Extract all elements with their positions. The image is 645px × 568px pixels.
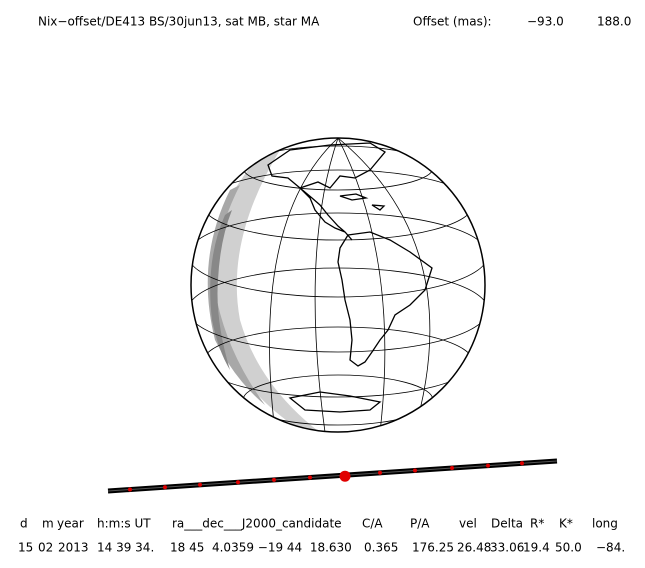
occultation-track <box>107 458 558 494</box>
column-header: ra___dec___J2000_candidate <box>172 517 342 531</box>
column-header: C/A <box>362 517 383 531</box>
offset-label: Offset (mas): <box>413 15 492 29</box>
table-cell: 14 39 34. <box>97 541 154 555</box>
column-header: m <box>42 517 54 531</box>
column-header: Delta <box>491 517 523 531</box>
globe <box>190 137 486 433</box>
offset-y: 188.0 <box>597 15 631 29</box>
column-header: vel <box>459 517 477 531</box>
table-cell: 02 <box>38 541 53 555</box>
column-header: long <box>592 517 618 531</box>
table-cell: 0.365 <box>364 541 398 555</box>
table-cell: 18 45 4.0359 −19 44 18.630 <box>170 541 352 555</box>
table-cell: 19.4 <box>523 541 550 555</box>
column-header: d <box>20 517 28 531</box>
result-table: d m year h:m:s UT ra___dec___J2000_candi… <box>18 517 625 555</box>
table-cell: 33.06 <box>490 541 524 555</box>
column-header: year <box>57 517 84 531</box>
table-cell: 26.48 <box>457 541 491 555</box>
map-title: Nix−offset/DE413 BS/30jun13, sat MB, sta… <box>38 15 320 29</box>
table-cell: 15 <box>18 541 33 555</box>
table-cell: 2013 <box>58 541 89 555</box>
table-cell: 50.0 <box>555 541 582 555</box>
column-header: R* <box>530 517 544 531</box>
column-header: K* <box>559 517 573 531</box>
column-header: P/A <box>410 517 430 531</box>
column-header: h:m:s UT <box>97 517 151 531</box>
offset-x: −93.0 <box>527 15 564 29</box>
table-cell: −84. <box>596 541 625 555</box>
table-cell: 176.25 <box>412 541 454 555</box>
